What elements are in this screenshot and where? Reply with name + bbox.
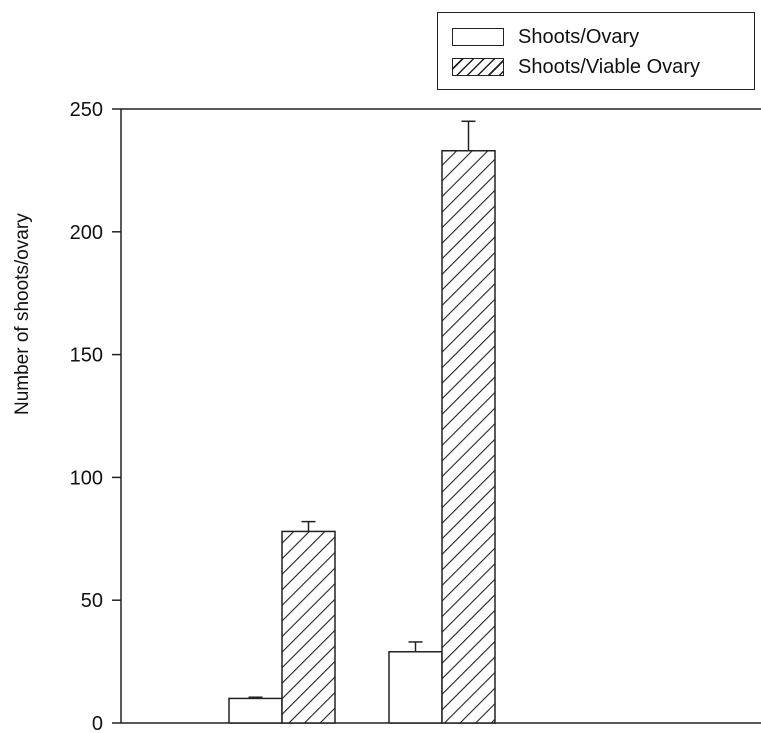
bar xyxy=(281,530,336,724)
y-tick-label: 200 xyxy=(70,222,103,244)
y-axis-label: Number of shoots/ovary xyxy=(12,213,33,415)
y-tick-label: 150 xyxy=(70,345,103,367)
y-tick-label: 50 xyxy=(81,590,103,612)
legend-swatch-open xyxy=(452,28,504,46)
bar xyxy=(388,651,443,724)
y-tick-label: 100 xyxy=(70,467,103,489)
y-tick-label: 250 xyxy=(70,99,103,121)
y-tick-label: 0 xyxy=(92,713,103,733)
legend-label: Shoots/Ovary xyxy=(518,25,640,48)
legend-item-shoots-ovary: Shoots/Ovary xyxy=(452,25,639,49)
legend-item-shoots-viable-ovary: Shoots/Viable Ovary xyxy=(452,55,700,79)
legend: Shoots/Ovary Shoots/Viable Ovary xyxy=(437,12,755,90)
legend-swatch-hatched xyxy=(452,58,504,76)
bar xyxy=(441,150,496,724)
legend-label: Shoots/Viable Ovary xyxy=(518,55,700,78)
bar xyxy=(228,697,283,724)
